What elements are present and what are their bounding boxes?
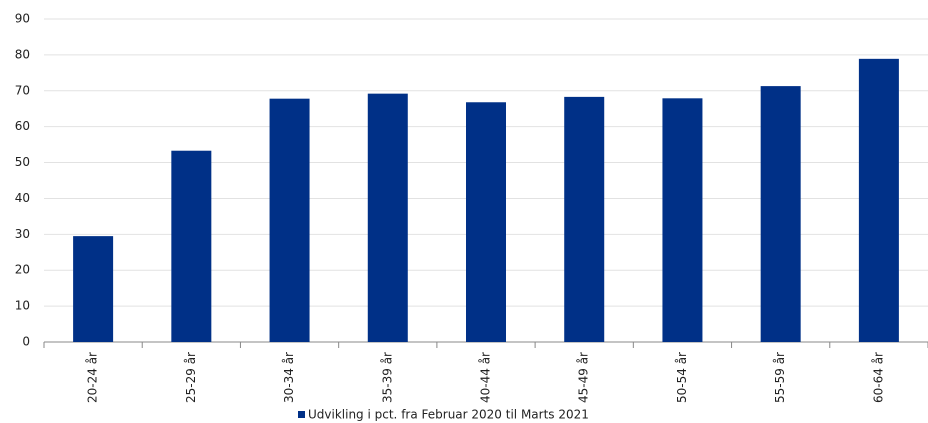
x-tick-label: 50-54 år bbox=[675, 352, 689, 403]
y-tick-label: 90 bbox=[15, 12, 30, 26]
x-tick-label: 25-29 år bbox=[184, 352, 198, 403]
bar bbox=[564, 96, 605, 342]
bar bbox=[466, 102, 506, 342]
bar bbox=[171, 150, 212, 342]
x-tick-label: 30-34 år bbox=[282, 352, 296, 403]
x-tick-label: 35-39 år bbox=[380, 352, 394, 403]
x-tick-label: 55-59 år bbox=[773, 352, 787, 403]
bar bbox=[760, 86, 801, 343]
bar bbox=[858, 58, 899, 342]
x-tick-label: 45-49 år bbox=[577, 352, 591, 403]
x-tick-label: 40-44 år bbox=[479, 352, 493, 403]
y-tick-label: 50 bbox=[15, 155, 30, 169]
y-tick-label: 70 bbox=[15, 83, 30, 97]
bar bbox=[269, 98, 310, 342]
y-tick-label: 40 bbox=[15, 191, 30, 205]
x-tick-label: 20-24 år bbox=[86, 352, 100, 403]
y-tick-label: 30 bbox=[15, 227, 30, 241]
legend-label: Udvikling i pct. fra Februar 2020 til Ma… bbox=[308, 408, 589, 422]
bar bbox=[367, 93, 408, 342]
y-tick-label: 20 bbox=[15, 263, 30, 277]
y-tick-label: 60 bbox=[15, 119, 30, 133]
bar bbox=[662, 98, 703, 342]
legend-swatch bbox=[298, 411, 305, 418]
y-tick-label: 80 bbox=[15, 47, 30, 61]
bar bbox=[73, 236, 114, 342]
y-tick-label: 10 bbox=[15, 299, 30, 313]
y-tick-label: 0 bbox=[22, 335, 30, 349]
x-tick-label: 60-64 år bbox=[871, 352, 885, 403]
